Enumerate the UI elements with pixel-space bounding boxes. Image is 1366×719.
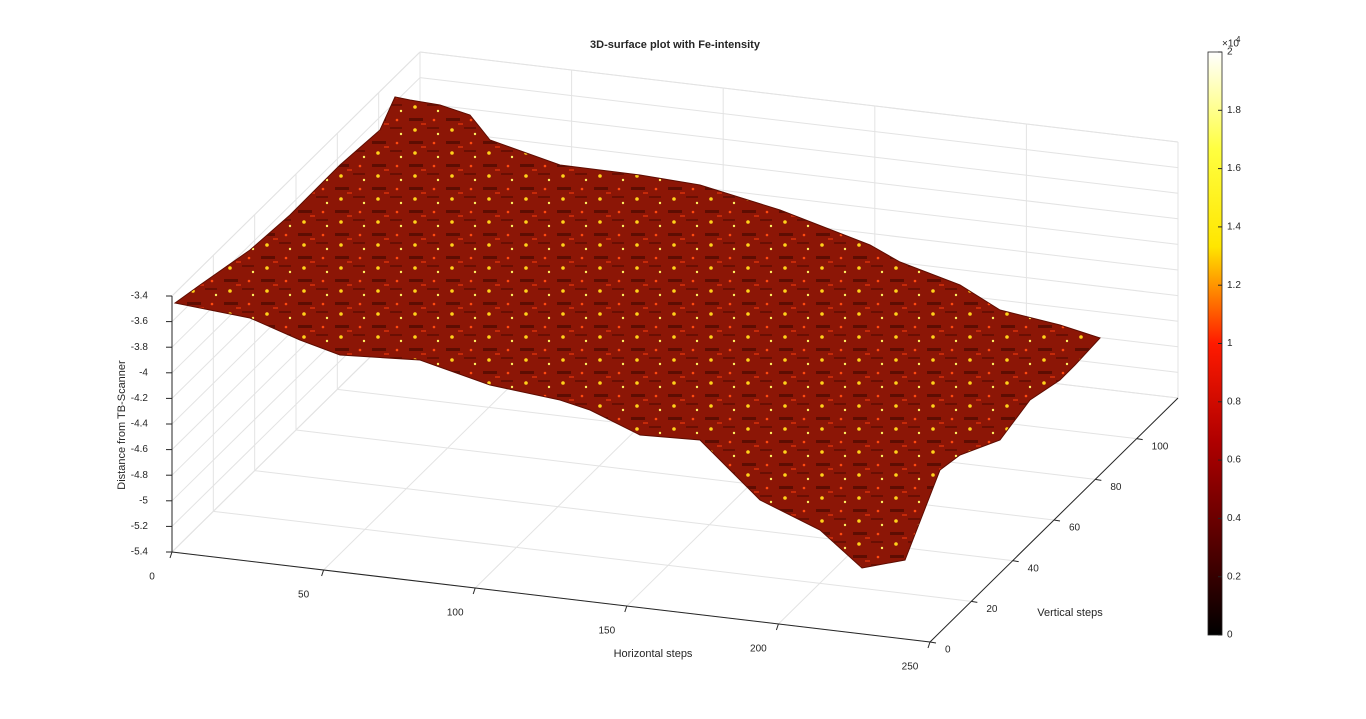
colorbar-tick-label: 0.2 [1227,571,1241,582]
x-tick-label: 200 [750,644,767,655]
x-tick-label: 0 [149,572,155,583]
z-tick-label: -5.2 [131,521,149,532]
y-tick-label: 40 [1028,563,1040,574]
z-tick-label: -4.2 [131,393,149,404]
y-axis-label: Vertical steps [1037,607,1103,619]
z-tick-label: -5.4 [131,547,149,558]
grid-line [419,128,1179,220]
colorbar-exponent: 4 [1236,35,1241,44]
colorbar-tick-label: 0.6 [1227,455,1241,466]
colorbar-tick-label: 0.4 [1227,513,1241,524]
z-tick-label: -5 [139,495,148,506]
x-tick [624,605,628,613]
x-tick-label: 150 [598,626,615,637]
z-tick-label: -3.4 [131,291,149,302]
z-tick-label: -4.8 [131,470,149,481]
colorbar-tick-label: 2 [1227,47,1233,58]
x-axis [171,551,931,643]
y-tick-label: 0 [945,645,951,656]
y-tick [971,600,978,603]
x-tick [169,551,173,559]
z-axis-label: Distance from TB-Scanner [116,360,128,490]
grid-line [419,51,1179,143]
y-tick-label: 80 [1110,482,1122,493]
y-tick-label: 100 [1152,441,1169,452]
grid-line [419,102,1179,194]
surface [173,96,1101,569]
x-tick-label: 250 [902,662,919,673]
grid-line [171,51,421,297]
y-tick-label: 20 [986,604,998,615]
colorbar-tick-label: 1 [1227,338,1233,349]
z-tick-label: -3.8 [131,342,149,353]
grid-line [213,510,972,602]
z-tick-label: -4.6 [131,444,149,455]
colorbar-tick-label: 1.8 [1227,105,1241,116]
z-tick-label: -4.4 [131,419,149,430]
colorbar-tick-label: 0.8 [1227,396,1241,407]
y-tick [929,641,937,644]
y-tick [1095,478,1102,481]
x-axis-label: Horizontal steps [614,648,693,660]
x-tick [775,623,779,631]
colorbar-tick-label: 0 [1227,630,1233,641]
z-tick-label: -4 [139,367,148,378]
x-tick [472,587,476,595]
colorbar-tick-label: 1.4 [1227,222,1241,233]
x-tick-label: 50 [298,590,310,601]
y-tick [1012,560,1019,563]
x-tick [321,569,325,577]
grid-line [295,429,1055,521]
grid-line [419,77,1179,169]
z-tick-label: -3.6 [131,316,149,327]
y-tick-label: 60 [1069,523,1081,534]
y-tick [1136,438,1143,441]
y-tick [1053,519,1061,522]
colorbar-exponent-base: ×10 [1222,39,1239,50]
x-tick [927,641,931,649]
x-tick-label: 100 [447,608,464,619]
colorbar-tick-label: 1.2 [1227,280,1241,291]
colorbar-tick-label: 1.6 [1227,163,1241,174]
chart-title: 3D-surface plot with Fe-intensity [590,39,761,51]
